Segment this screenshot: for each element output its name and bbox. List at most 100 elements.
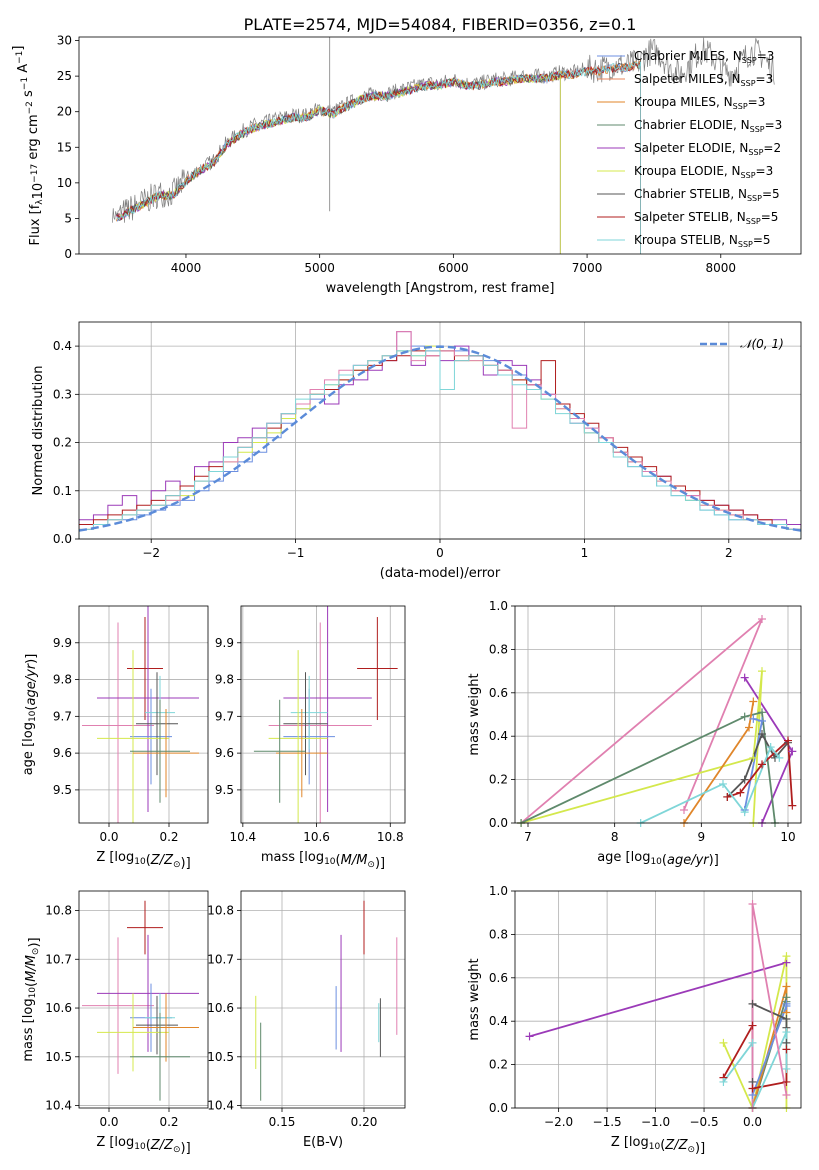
x-axis-label: Z [log10(Z/Z⊙)] — [96, 1135, 190, 1156]
label-part: age/yr — [667, 853, 710, 868]
label-part: erg cm — [26, 114, 41, 163]
label-part: ( — [24, 706, 39, 711]
label-part: 10 — [324, 857, 336, 867]
weight-marker-1 — [740, 673, 749, 682]
x-tick-label: 10.4 — [229, 830, 256, 844]
label-part: ( — [24, 982, 39, 987]
y-axis-label: mass [log10(M/M⊙)] — [21, 937, 42, 1061]
y-tick-label: 10.7 — [45, 952, 72, 966]
weight-marker-0 — [680, 805, 688, 814]
label-part: ⊙ — [173, 1145, 181, 1155]
label-part: ⊙ — [687, 1145, 695, 1155]
weight-marker-0 — [758, 615, 766, 624]
legend-sub: SSP — [741, 171, 756, 180]
weight-marker-7 — [784, 736, 792, 745]
legend-label: Kroupa ELODIE, NSSP=3 — [634, 164, 773, 180]
weight-marker-2 — [758, 667, 766, 676]
label-part: Z [log — [96, 850, 134, 865]
label-part: Z/Z — [150, 853, 174, 868]
weight-marker-7 — [782, 1064, 791, 1073]
label-part: s — [21, 90, 36, 101]
label-part: age/yr — [24, 662, 39, 705]
plot-area — [82, 606, 199, 823]
y-axis-label: mass weight — [467, 673, 482, 755]
axes-frame — [78, 605, 209, 824]
x-tick-label: 0.2 — [159, 830, 178, 844]
y-tick-label: 30 — [57, 34, 72, 48]
label-part: −2 — [25, 101, 35, 114]
weight-marker-7 — [758, 760, 766, 769]
axes-frame — [514, 890, 802, 1109]
legend-main: Chabrier ELODIE, N — [634, 118, 750, 132]
label-part: )] — [27, 937, 42, 947]
legend-sub: SSP — [750, 125, 765, 134]
label-part: A — [16, 64, 31, 77]
x-tick-label: −1.5 — [593, 1115, 622, 1129]
normal-curve — [79, 345, 801, 532]
y-axis-label: age [log10(age/yr)] — [21, 654, 39, 776]
x-tick-label: 6000 — [438, 261, 469, 275]
y-tick-label: 0.4 — [489, 1014, 508, 1028]
histogram-5 — [79, 350, 801, 539]
legend-label: Kroupa MILES, NSSP=3 — [634, 95, 765, 111]
weight-marker-1 — [782, 952, 791, 961]
label-part: ( — [146, 1138, 151, 1153]
legend-tail: =3 — [765, 118, 783, 132]
y-tick-label: 0.8 — [489, 927, 508, 941]
weight-marker-3 — [758, 708, 766, 717]
weight-marker-8 — [775, 753, 784, 762]
legend-sub: SSP — [746, 217, 761, 226]
label-part: )] — [695, 1141, 705, 1156]
legend-label: Salpeter MILES, NSSP=3 — [634, 72, 773, 88]
legend-label: Chabrier MILES, NSSP=3 — [634, 49, 774, 65]
y-tick-label: 0.0 — [489, 1101, 508, 1115]
legend-main: Salpeter MILES, N — [634, 72, 741, 86]
axes-frame — [240, 605, 406, 824]
label-part: 10 — [649, 1142, 661, 1152]
x-tick-label: 0.15 — [269, 1115, 296, 1129]
weight-marker-1 — [788, 747, 797, 756]
x-tick-label: 0.2 — [159, 1115, 178, 1129]
y-tick-label: 9.8 — [215, 673, 234, 687]
weight-marker-0 — [525, 1032, 534, 1041]
plot-area — [82, 900, 199, 1101]
x-axis-label: age [log10(age/yr)] — [597, 850, 719, 868]
weight-marker-2 — [749, 753, 758, 762]
y-axis-label: Normed distribution — [31, 366, 46, 496]
panel-age-vs-Z: 0.0 0.29.59.69.79.89.9Z [log10(Z/Z⊙)]age … — [21, 605, 209, 871]
label-part: λ — [35, 199, 45, 205]
label-part: )] — [709, 853, 719, 868]
y-tick-label: 0.8 — [489, 642, 508, 656]
x-tick-label: 10.8 — [377, 830, 404, 844]
legend-label: Salpeter ELODIE, NSSP=2 — [634, 141, 781, 157]
label-part: Z/Z — [664, 1138, 688, 1153]
panel-age-vs-mass: 10.4 10.6 10.8 9.5 9.6 9.7 9.8 9.9 mass [log10(M… — [215, 605, 406, 871]
y-tick-label: 5 — [64, 211, 72, 225]
label-part: )] — [181, 856, 191, 871]
y-tick-label: 0.2 — [489, 773, 508, 787]
plot-area — [253, 606, 398, 823]
y-tick-label: 9.9 — [215, 636, 234, 650]
y-tick-label: 9.7 — [53, 709, 72, 723]
weight-marker-5 — [749, 714, 758, 723]
weight-marker-7 — [736, 788, 745, 797]
legend-main: Kroupa ELODIE, N — [634, 164, 741, 178]
legend-sub: SSP — [733, 102, 748, 111]
legend-tail: =3 — [748, 95, 766, 109]
legend-label: Chabrier STELIB, NSSP=5 — [634, 187, 780, 203]
y-tick-label: 9.5 — [215, 783, 234, 797]
legend-sub: SSP — [742, 56, 757, 65]
label-part: ( — [662, 853, 667, 868]
legend-sub: SSP — [747, 194, 762, 203]
label-part: −1 — [15, 51, 25, 64]
y-tick-label: 15 — [57, 140, 72, 154]
y-tick-label: 9.7 — [215, 709, 234, 723]
y-tick-label: 0.2 — [53, 436, 72, 450]
legend-main: Kroupa MILES, N — [634, 95, 733, 109]
x-tick-label: 0.20 — [351, 1115, 378, 1129]
label-part: 10 — [134, 1142, 146, 1152]
y-tick-label: 0.6 — [489, 686, 508, 700]
legend-label: Chabrier ELODIE, NSSP=3 — [634, 118, 782, 134]
label-part: Flux [f — [28, 204, 43, 245]
weight-marker-6 — [782, 1045, 791, 1054]
